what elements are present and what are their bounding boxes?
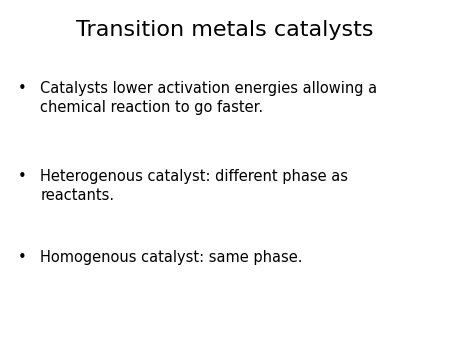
Text: Homogenous catalyst: same phase.: Homogenous catalyst: same phase. — [40, 250, 303, 265]
Text: Transition metals catalysts: Transition metals catalysts — [76, 20, 374, 40]
Text: •: • — [18, 250, 27, 265]
Text: Heterogenous catalyst: different phase as
reactants.: Heterogenous catalyst: different phase a… — [40, 169, 348, 203]
Text: •: • — [18, 81, 27, 96]
Text: •: • — [18, 169, 27, 184]
Text: Catalysts lower activation energies allowing a
chemical reaction to go faster.: Catalysts lower activation energies allo… — [40, 81, 378, 115]
